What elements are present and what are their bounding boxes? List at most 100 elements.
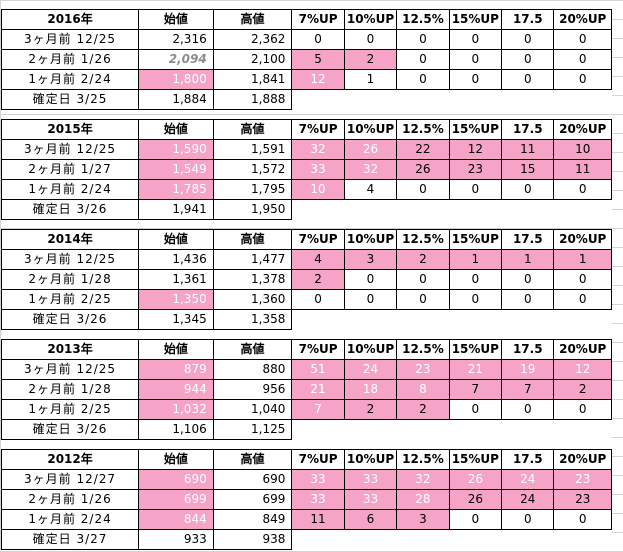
count-cell[interactable]: 23 — [553, 469, 612, 490]
empty-cell[interactable] — [449, 529, 502, 550]
empty-cell[interactable] — [553, 529, 612, 550]
empty-cell[interactable] — [291, 89, 345, 110]
empty-cell[interactable] — [291, 309, 345, 330]
open-price-cell[interactable]: 844 — [138, 509, 214, 530]
count-cell[interactable]: 21 — [448, 359, 503, 380]
count-cell[interactable]: 2 — [396, 249, 450, 270]
high-price-cell[interactable]: 1,125 — [212, 419, 293, 440]
count-cell[interactable]: 1 — [448, 249, 503, 270]
empty-cell[interactable] — [501, 309, 554, 330]
high-price-cell[interactable]: 1,888 — [212, 89, 293, 110]
high-price-cell[interactable]: 1,572 — [212, 159, 293, 180]
open-price-cell[interactable]: 699 — [138, 489, 214, 510]
high-price-cell[interactable]: 1,360 — [212, 289, 293, 310]
empty-cell[interactable] — [396, 419, 450, 440]
high-price-cell[interactable]: 1,358 — [212, 309, 293, 330]
count-cell[interactable]: 0 — [291, 29, 345, 50]
count-cell[interactable]: 26 — [448, 469, 503, 490]
open-price-cell[interactable]: 1,590 — [138, 139, 214, 160]
count-cell[interactable]: 6 — [343, 509, 398, 530]
count-cell[interactable]: 0 — [448, 29, 503, 50]
count-cell[interactable]: 1 — [343, 69, 398, 90]
count-cell[interactable]: 33 — [291, 159, 345, 180]
high-price-cell[interactable]: 1,477 — [212, 249, 293, 270]
count-cell[interactable]: 0 — [501, 509, 555, 530]
count-cell[interactable]: 0 — [396, 269, 450, 290]
count-cell[interactable]: 12 — [448, 139, 503, 160]
count-cell[interactable]: 4 — [343, 179, 398, 200]
high-price-cell[interactable]: 1,378 — [212, 269, 293, 290]
empty-cell[interactable] — [449, 89, 502, 110]
open-price-cell[interactable]: 933 — [138, 529, 214, 550]
high-price-cell[interactable]: 880 — [212, 359, 293, 380]
count-cell[interactable]: 12 — [291, 69, 345, 90]
open-price-cell[interactable]: 1,106 — [138, 419, 214, 440]
count-cell[interactable]: 11 — [501, 139, 555, 160]
count-cell[interactable]: 22 — [396, 139, 450, 160]
count-cell[interactable]: 23 — [553, 489, 612, 510]
count-cell[interactable]: 0 — [501, 289, 555, 310]
empty-cell[interactable] — [553, 309, 612, 330]
count-cell[interactable]: 11 — [291, 509, 345, 530]
open-price-cell[interactable]: 944 — [138, 379, 214, 400]
count-cell[interactable]: 2 — [291, 269, 345, 290]
count-cell[interactable]: 1 — [501, 249, 555, 270]
count-cell[interactable]: 33 — [343, 489, 398, 510]
empty-cell[interactable] — [291, 419, 345, 440]
count-cell[interactable]: 0 — [396, 289, 450, 310]
count-cell[interactable]: 10 — [553, 139, 612, 160]
empty-cell[interactable] — [396, 89, 450, 110]
empty-cell[interactable] — [553, 199, 612, 220]
empty-cell[interactable] — [553, 419, 612, 440]
open-price-cell[interactable]: 1,436 — [138, 249, 214, 270]
open-price-cell[interactable]: 1,785 — [138, 179, 214, 200]
count-cell[interactable]: 2 — [343, 49, 398, 70]
high-price-cell[interactable]: 938 — [212, 529, 293, 550]
count-cell[interactable]: 4 — [291, 249, 345, 270]
count-cell[interactable]: 8 — [396, 379, 450, 400]
empty-cell[interactable] — [449, 309, 502, 330]
count-cell[interactable]: 0 — [553, 509, 612, 530]
count-cell[interactable]: 2 — [553, 379, 612, 400]
count-cell[interactable]: 24 — [501, 469, 555, 490]
empty-cell[interactable] — [344, 529, 397, 550]
open-price-cell[interactable]: 1,345 — [138, 309, 214, 330]
empty-cell[interactable] — [344, 309, 397, 330]
empty-cell[interactable] — [449, 419, 502, 440]
open-price-cell[interactable]: 1,361 — [138, 269, 214, 290]
count-cell[interactable]: 7 — [501, 379, 555, 400]
high-price-cell[interactable]: 699 — [212, 489, 293, 510]
count-cell[interactable]: 28 — [396, 489, 450, 510]
count-cell[interactable]: 3 — [396, 509, 450, 530]
count-cell[interactable]: 0 — [396, 29, 450, 50]
count-cell[interactable]: 0 — [553, 269, 612, 290]
empty-cell[interactable] — [344, 419, 397, 440]
count-cell[interactable]: 24 — [501, 489, 555, 510]
count-cell[interactable]: 0 — [343, 269, 398, 290]
count-cell[interactable]: 2 — [343, 399, 398, 420]
empty-cell[interactable] — [396, 199, 450, 220]
count-cell[interactable]: 0 — [501, 69, 555, 90]
high-price-cell[interactable]: 2,100 — [212, 49, 293, 70]
open-price-cell[interactable]: 690 — [138, 469, 214, 490]
count-cell[interactable]: 0 — [448, 49, 503, 70]
high-price-cell[interactable]: 1,795 — [212, 179, 293, 200]
count-cell[interactable]: 24 — [343, 359, 398, 380]
empty-cell[interactable] — [344, 89, 397, 110]
open-price-cell[interactable]: 1,032 — [138, 399, 214, 420]
count-cell[interactable]: 0 — [501, 29, 555, 50]
count-cell[interactable]: 0 — [448, 509, 503, 530]
count-cell[interactable]: 0 — [343, 29, 398, 50]
count-cell[interactable]: 0 — [291, 289, 345, 310]
count-cell[interactable]: 33 — [291, 469, 345, 490]
count-cell[interactable]: 1 — [553, 249, 612, 270]
count-cell[interactable]: 0 — [501, 49, 555, 70]
count-cell[interactable]: 7 — [291, 399, 345, 420]
count-cell[interactable]: 0 — [396, 49, 450, 70]
empty-cell[interactable] — [344, 199, 397, 220]
count-cell[interactable]: 32 — [291, 139, 345, 160]
empty-cell[interactable] — [396, 529, 450, 550]
high-price-cell[interactable]: 849 — [212, 509, 293, 530]
count-cell[interactable]: 19 — [501, 359, 555, 380]
count-cell[interactable]: 0 — [396, 179, 450, 200]
